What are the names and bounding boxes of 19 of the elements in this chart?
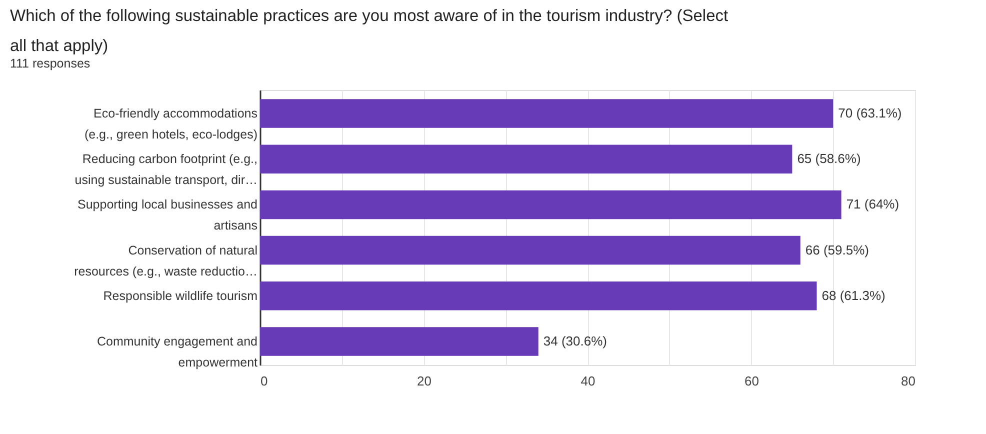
y-tick-label: Community engagement and empowerment	[96, 334, 258, 370]
x-tick-label: 0	[260, 374, 268, 388]
x-tick-label: 60	[744, 374, 759, 388]
data-label: 70 (63.1%)	[838, 105, 902, 120]
data-label: 68 (61.3%)	[822, 288, 886, 303]
x-tick-label: 20	[417, 374, 432, 388]
x-tick-label: 80	[901, 374, 916, 388]
y-tick-label: Eco-friendly accommodations (e.g., green hotels, eco-lodges)	[84, 106, 258, 142]
x-tick-label: 40	[580, 374, 596, 388]
y-tick-label: Conservation of natural resources (e.g., waste reductio…	[74, 243, 258, 278]
chart-title: Which of the following sustainable practices are you most aware of in the tourism industry? (Select all that apply)	[10, 7, 729, 55]
y-tick-label: Supporting local businesses and artisans	[78, 198, 258, 233]
data-label: 66 (59.5%)	[805, 242, 869, 258]
data-label: 71 (64%)	[846, 196, 900, 212]
text: 111 responses	[10, 56, 90, 70]
y-tick-label: Reducing carbon footprint (e.g., using sustainable transport, dir…	[74, 152, 258, 188]
data-label: 34 (30.6%)	[543, 334, 607, 349]
y-tick-label: Responsible wildlife tourism	[103, 288, 258, 303]
data-label: 65 (58.6%)	[797, 151, 861, 166]
